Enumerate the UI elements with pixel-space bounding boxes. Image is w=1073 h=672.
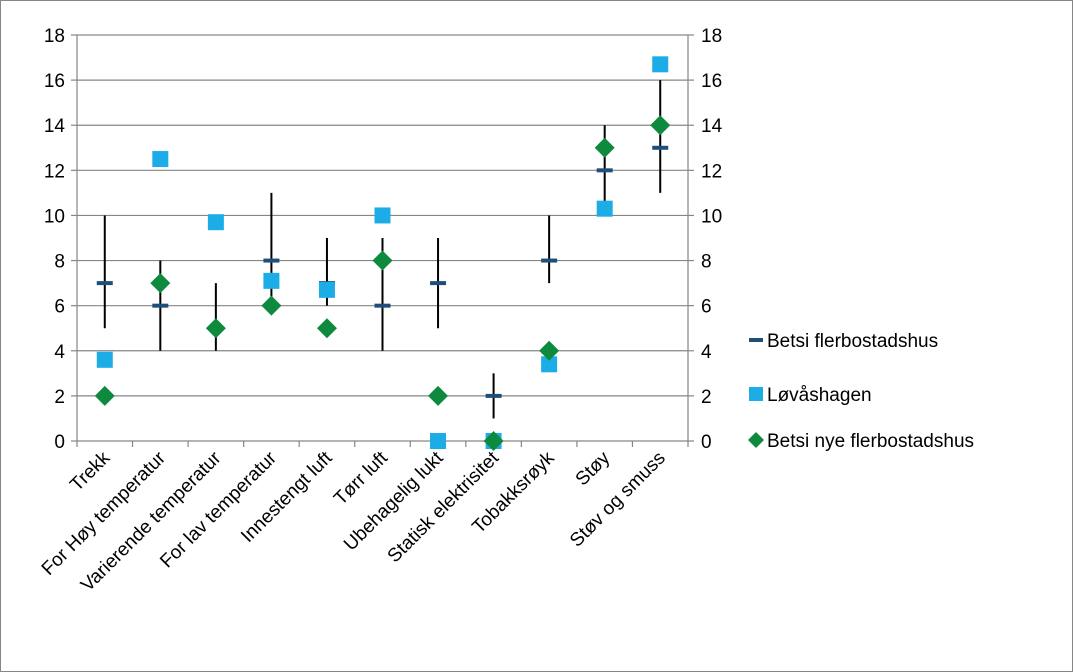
- betsi-nye-flerbostadshus-point: [539, 340, 560, 361]
- lovashagen-point: [207, 214, 224, 231]
- x-category-label: Støv og smuss: [566, 448, 670, 552]
- betsi-flerbostadshus-point: [96, 281, 113, 286]
- lovashagen-point: [430, 433, 447, 449]
- gridlines: [77, 34, 688, 397]
- betsi-flerbostadshus-point: [541, 258, 558, 263]
- y-left-tick-label: 12: [44, 161, 65, 182]
- betsi-flerbostadshus-point: [263, 258, 280, 263]
- lovashagen-point: [152, 151, 169, 168]
- legend-label: Betsi flerbostadshus: [767, 331, 938, 352]
- y-left-tick-label: 6: [54, 297, 65, 318]
- betsi-flerbostadshus-point: [152, 303, 169, 308]
- y-right-tick-label: 8: [701, 252, 712, 273]
- betsi-nye-flerbostadshus-point: [94, 385, 115, 406]
- y-right-tick-label: 6: [701, 297, 712, 318]
- y-left-tick-label: 0: [54, 432, 65, 453]
- betsi-nye-flerbostadshus-point: [150, 273, 171, 294]
- lovashagen-point: [652, 56, 669, 73]
- legend-square-marker: [749, 387, 763, 401]
- y-left-tick-label: 10: [44, 206, 65, 227]
- betsi-nye-flerbostadshus-point: [650, 115, 671, 136]
- betsi-flerbostadshus-point: [430, 281, 447, 286]
- lovashagen-point: [96, 351, 113, 368]
- lovashagen-point: [596, 200, 613, 217]
- betsi-nye-flerbostadshus-point: [261, 295, 282, 316]
- betsi-flerbostadshus-point: [596, 168, 613, 173]
- legend-dash-marker: [749, 338, 763, 342]
- y-right-tick-label: 10: [701, 206, 722, 227]
- error-bars: [103, 80, 662, 419]
- y-right-tick-label: 2: [701, 387, 712, 408]
- y-left-tick-label: 16: [44, 71, 65, 92]
- x-category-label: Ubehagelig lukt: [340, 447, 448, 555]
- betsi-nye-flerbostadshus-point: [316, 318, 337, 339]
- y-axis-right-ticks: 0 2 4 6 8 10 12 14 16 18: [701, 26, 723, 453]
- betsi-nye-flerbostadshus-point: [428, 385, 449, 406]
- y-right-tick-label: 14: [701, 116, 723, 137]
- y-left-tick-label: 18: [44, 26, 65, 47]
- data-marks: [94, 56, 671, 451]
- y-right-tick-label: 16: [701, 71, 722, 92]
- betsi-flerbostadshus-point: [485, 393, 502, 398]
- betsi-nye-flerbostadshus-point: [594, 137, 615, 158]
- y-right-tick-label: 4: [701, 342, 712, 363]
- y-left-tick-label: 8: [54, 252, 65, 273]
- y-left-tick-label: 2: [54, 387, 65, 408]
- lovashagen-point: [541, 356, 558, 373]
- x-category-label: Trekk: [66, 447, 114, 495]
- legend-label: Løvåshagen: [767, 385, 872, 406]
- y-axis-left-ticks: 0 2 4 6 8 10 12 14 16 18: [44, 26, 66, 453]
- y-right-tick-label: 12: [701, 161, 722, 182]
- legend: Betsi flerbostadshus Løvåshagen Betsi nye …: [748, 331, 974, 452]
- y-right-tick-label: 18: [701, 26, 722, 47]
- x-category-label: Støy: [572, 447, 615, 490]
- axes: [71, 34, 694, 447]
- lovashagen-point: [318, 281, 335, 298]
- y-left-tick-label: 4: [54, 342, 65, 363]
- legend-label: Betsi nye flerbostadshus: [767, 431, 974, 452]
- betsi-flerbostadshus-point: [652, 145, 669, 150]
- betsi-nye-flerbostadshus-point: [483, 431, 504, 451]
- betsi-nye-flerbostadshus-point: [205, 318, 226, 339]
- betsi-nye-flerbostadshus-point: [372, 250, 393, 271]
- betsi-flerbostadshus-point: [374, 303, 391, 308]
- lovashagen-point: [374, 207, 391, 224]
- lovashagen-point: [263, 272, 280, 289]
- y-left-tick-label: 14: [44, 116, 66, 137]
- legend-diamond-marker: [748, 432, 764, 448]
- y-right-tick-label: 0: [701, 432, 712, 453]
